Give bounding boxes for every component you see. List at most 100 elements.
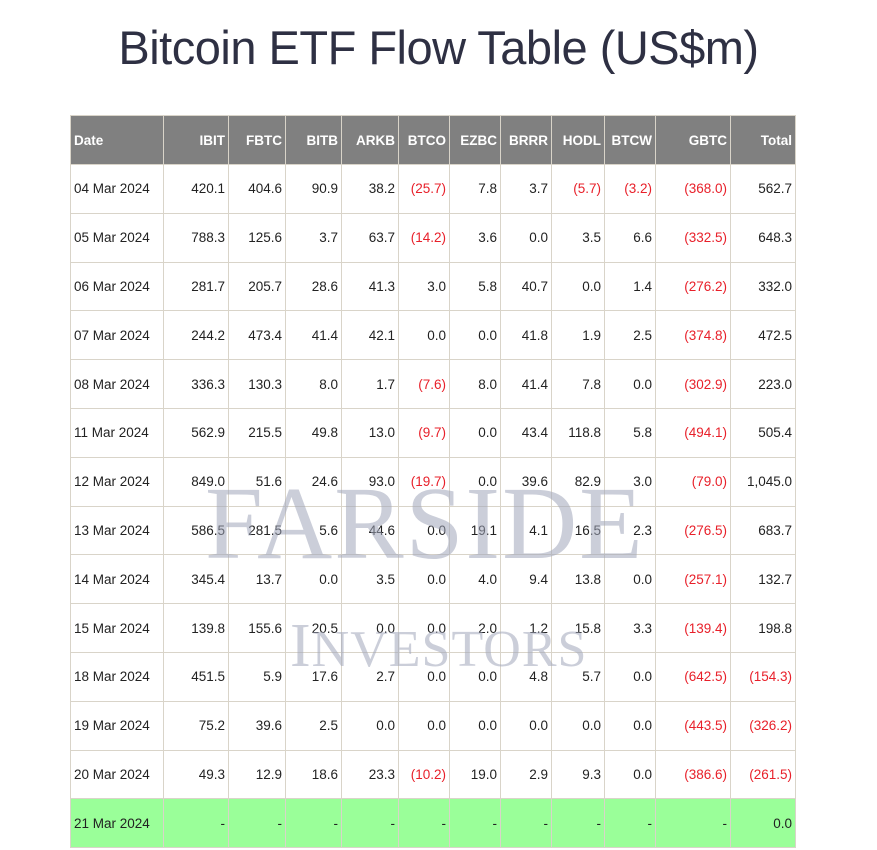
ibit-cell: 244.2: [163, 310, 229, 361]
table-header-row: Date IBIT FBTC BITB ARKB BTCO EZBC BRRR …: [70, 115, 796, 165]
column-header-arkb: ARKB: [341, 115, 399, 165]
bitb-cell: 0.0: [285, 554, 342, 605]
total-cell: 223.0: [730, 359, 796, 409]
ezbc-cell: 0.0: [449, 456, 501, 507]
table-body: 04 Mar 2024 420.1 404.6 90.9 38.2 (25.7)…: [70, 164, 796, 849]
btcw-cell: 0.0: [604, 651, 656, 702]
btco-cell: (7.6): [398, 359, 450, 409]
arkb-cell: 0.0: [341, 603, 399, 653]
arkb-cell: 41.3: [341, 261, 399, 312]
ezbc-cell: 7.8: [449, 164, 501, 214]
brrr-cell: 40.7: [500, 261, 552, 312]
fbtc-cell: 281.5: [228, 505, 286, 556]
btco-cell: 0.0: [398, 603, 450, 653]
fbtc-cell: 473.4: [228, 310, 286, 361]
brrr-cell: 41.4: [500, 359, 552, 409]
table-row: 20 Mar 2024 49.3 12.9 18.6 23.3 (10.2) 1…: [70, 749, 796, 800]
ibit-cell: 75.2: [163, 700, 229, 751]
bitb-cell: 49.8: [285, 407, 342, 458]
gbtc-cell: (386.6): [655, 749, 731, 800]
hodl-cell: 0.0: [551, 261, 605, 312]
fbtc-cell: 205.7: [228, 261, 286, 312]
fbtc-cell: 39.6: [228, 700, 286, 751]
gbtc-cell: (494.1): [655, 407, 731, 458]
total-cell: 505.4: [730, 407, 796, 458]
brrr-cell: 41.8: [500, 310, 552, 361]
arkb-cell: -: [341, 798, 399, 849]
ezbc-cell: 19.0: [449, 749, 501, 800]
hodl-cell: 15.8: [551, 603, 605, 653]
btco-cell: 0.0: [398, 310, 450, 361]
arkb-cell: 23.3: [341, 749, 399, 800]
date-cell: 13 Mar 2024: [70, 505, 164, 556]
brrr-cell: 0.0: [500, 700, 552, 751]
date-cell: 14 Mar 2024: [70, 554, 164, 605]
ibit-cell: 451.5: [163, 651, 229, 702]
bitb-cell: 5.6: [285, 505, 342, 556]
ezbc-cell: -: [449, 798, 501, 849]
brrr-cell: 9.4: [500, 554, 552, 605]
ibit-cell: 586.5: [163, 505, 229, 556]
gbtc-cell: (139.4): [655, 603, 731, 653]
table-row: 07 Mar 2024 244.2 473.4 41.4 42.1 0.0 0.…: [70, 310, 796, 361]
column-header-fbtc: FBTC: [228, 115, 286, 165]
btcw-cell: 1.4: [604, 261, 656, 312]
brrr-cell: 3.7: [500, 164, 552, 214]
total-cell: (261.5): [730, 749, 796, 800]
bitb-cell: -: [285, 798, 342, 849]
date-cell: 11 Mar 2024: [70, 407, 164, 458]
hodl-cell: 0.0: [551, 700, 605, 751]
total-cell: 1,045.0: [730, 456, 796, 507]
brrr-cell: 2.9: [500, 749, 552, 800]
bitb-cell: 90.9: [285, 164, 342, 214]
gbtc-cell: (443.5): [655, 700, 731, 751]
date-cell: 12 Mar 2024: [70, 456, 164, 507]
total-cell: (326.2): [730, 700, 796, 751]
arkb-cell: 93.0: [341, 456, 399, 507]
table-row-current-day: 21 Mar 2024 - - - - - - - - - - 0.0: [70, 798, 796, 849]
ezbc-cell: 5.8: [449, 261, 501, 312]
date-cell: 21 Mar 2024: [70, 798, 164, 849]
btco-cell: 0.0: [398, 554, 450, 605]
ezbc-cell: 2.0: [449, 603, 501, 653]
ibit-cell: 849.0: [163, 456, 229, 507]
brrr-cell: 39.6: [500, 456, 552, 507]
fbtc-cell: 13.7: [228, 554, 286, 605]
fbtc-cell: 404.6: [228, 164, 286, 214]
hodl-cell: 16.5: [551, 505, 605, 556]
table-row: 15 Mar 2024 139.8 155.6 20.5 0.0 0.0 2.0…: [70, 603, 796, 653]
column-header-gbtc: GBTC: [655, 115, 731, 165]
ezbc-cell: 0.0: [449, 310, 501, 361]
fbtc-cell: 130.3: [228, 359, 286, 409]
btco-cell: 0.0: [398, 651, 450, 702]
gbtc-cell: (302.9): [655, 359, 731, 409]
total-cell: 132.7: [730, 554, 796, 605]
btco-cell: 0.0: [398, 505, 450, 556]
gbtc-cell: (642.5): [655, 651, 731, 702]
hodl-cell: 118.8: [551, 407, 605, 458]
table-row: 06 Mar 2024 281.7 205.7 28.6 41.3 3.0 5.…: [70, 261, 796, 312]
table-row: 18 Mar 2024 451.5 5.9 17.6 2.7 0.0 0.0 4…: [70, 651, 796, 702]
hodl-cell: -: [551, 798, 605, 849]
btcw-cell: 5.8: [604, 407, 656, 458]
table-row: 19 Mar 2024 75.2 39.6 2.5 0.0 0.0 0.0 0.…: [70, 700, 796, 751]
table-row: 11 Mar 2024 562.9 215.5 49.8 13.0 (9.7) …: [70, 407, 796, 458]
ezbc-cell: 0.0: [449, 700, 501, 751]
date-cell: 20 Mar 2024: [70, 749, 164, 800]
page-title: Bitcoin ETF Flow Table (US$m): [118, 21, 759, 74]
brrr-cell: 1.2: [500, 603, 552, 653]
column-header-ezbc: EZBC: [449, 115, 501, 165]
date-cell: 04 Mar 2024: [70, 164, 164, 214]
total-cell: 0.0: [730, 798, 796, 849]
btcw-cell: 0.0: [604, 700, 656, 751]
column-header-ibit: IBIT: [163, 115, 229, 165]
ibit-cell: 562.9: [163, 407, 229, 458]
btco-cell: (9.7): [398, 407, 450, 458]
bitb-cell: 20.5: [285, 603, 342, 653]
gbtc-cell: -: [655, 798, 731, 849]
table-row: 12 Mar 2024 849.0 51.6 24.6 93.0 (19.7) …: [70, 456, 796, 507]
etf-flow-table: Date IBIT FBTC BITB ARKB BTCO EZBC BRRR …: [70, 115, 796, 849]
total-cell: 648.3: [730, 212, 796, 263]
column-header-btcw: BTCW: [604, 115, 656, 165]
date-cell: 07 Mar 2024: [70, 310, 164, 361]
